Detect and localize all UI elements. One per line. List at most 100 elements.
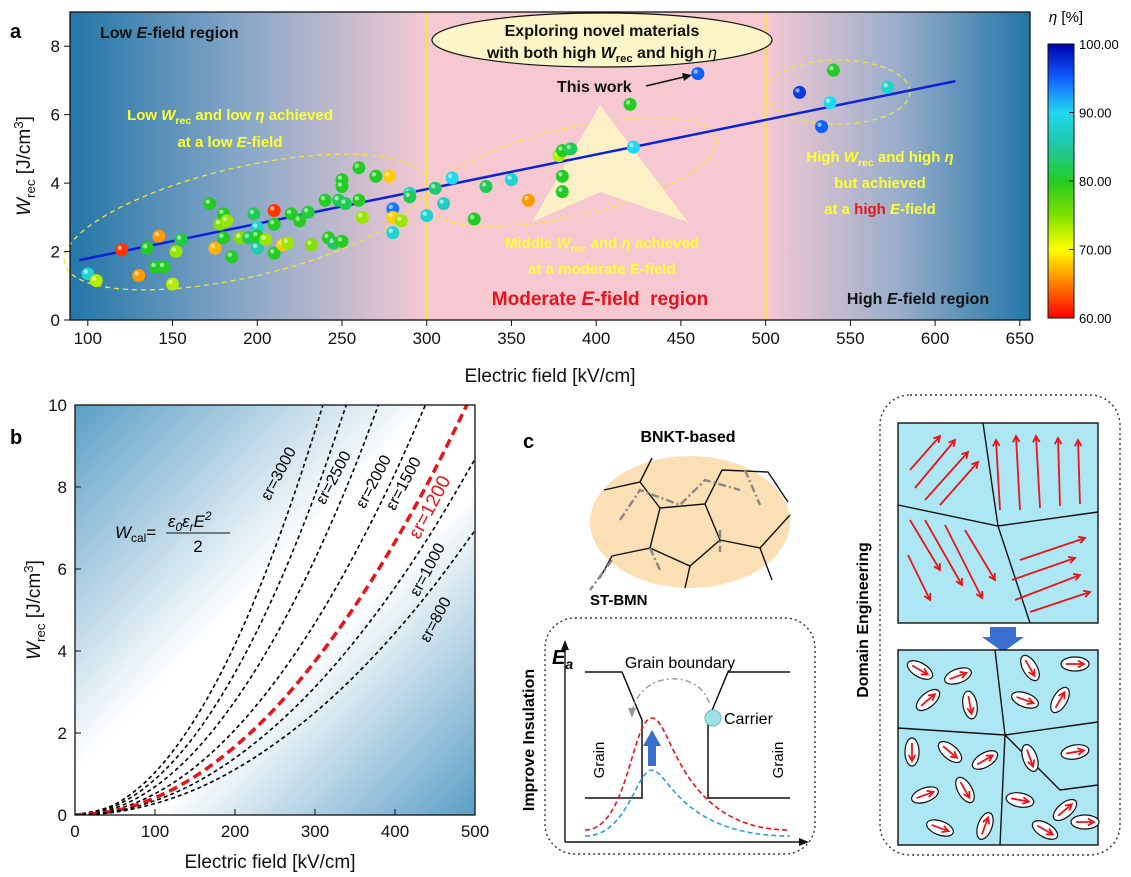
t: -field region [898,291,990,308]
y-tick-label: 0 [51,311,60,330]
highlight [206,199,210,203]
t: and low [191,107,255,124]
highlight [694,69,698,73]
data-point [556,170,569,183]
y-tick-label: 0 [58,806,67,825]
y-tick-label: 8 [51,37,60,56]
x-axis-title: Electric field [kV/cm] [464,366,635,387]
data-point [132,269,145,282]
highlight [423,211,427,215]
t: E [552,647,566,669]
data-point [356,211,369,224]
data-point [339,197,352,210]
data-point [268,204,281,217]
highlight [253,244,257,248]
t: high [854,201,890,218]
x-tick-label: 100 [141,822,169,841]
highlight [219,234,223,238]
highlight [558,146,562,150]
highlight [470,215,474,219]
data-point [352,194,365,207]
highlight [284,239,288,243]
data-point [429,182,442,195]
t: rec [175,115,191,127]
annotation: This work [557,79,632,96]
x-tick-label: 150 [158,329,186,348]
data-point [217,231,230,244]
t: η [708,45,717,62]
t: Low [127,107,161,124]
label: Grain [770,742,787,779]
data-point [166,278,179,291]
data-point [403,190,416,203]
highlight [253,232,257,236]
label: Grain [591,742,608,779]
highlight [817,122,821,126]
t: -field region [147,25,239,42]
t: -field [900,201,936,218]
data-point [793,86,806,99]
t: 3 [21,565,36,572]
x-tick-label: 250 [328,329,356,348]
x-tick-label: 500 [751,329,779,348]
carrier [705,710,721,726]
highlight [307,241,311,245]
data-point [90,274,103,287]
t: -field region [594,289,708,310]
y-tick-label: 2 [51,243,60,262]
highlight [431,184,435,188]
colorbar-tick-label: 100.00 [1079,37,1119,52]
highlight [558,172,562,176]
t: 3 [11,121,26,128]
highlight [558,187,562,191]
x-tick-label: 0 [70,822,79,841]
x-tick-label: 550 [836,329,864,348]
y-tick-label: 6 [51,106,60,125]
highlight [338,237,342,241]
highlight [826,98,830,102]
t: rec [571,243,587,255]
label: BNKT-based [640,429,735,446]
data-point [505,173,518,186]
data-point [158,260,171,273]
box [545,618,815,854]
highlight [250,210,254,214]
data-point [174,233,187,246]
highlight [134,271,138,275]
data-point [881,81,894,94]
highlight [168,280,172,284]
t: with both high [486,45,601,62]
highlight [216,220,220,224]
data-point [141,242,154,255]
t: cal [131,531,146,545]
highlight [177,235,181,239]
t: Middle [505,235,557,252]
t: at a low [177,134,236,151]
highlight [295,217,299,221]
data-point [335,235,348,248]
data-point [259,233,272,246]
data-point [446,171,459,184]
figure: Low E-field region Exploring novel mater… [0,0,1131,877]
data-point [247,207,260,220]
x-tick-label: 200 [221,822,249,841]
t: ] [14,116,35,121]
t: = [146,523,156,542]
highlight [270,249,274,253]
t: Moderate [492,289,582,310]
annotation: Low E-field region [100,25,239,42]
data-point [369,170,382,183]
t: High [806,149,844,166]
highlight [341,199,345,203]
data-point [335,180,348,193]
highlight [324,234,328,238]
data-point [624,98,637,111]
data-point [152,230,165,243]
t: and high [874,149,945,166]
y-tick-label: 10 [48,396,67,415]
highlight [92,276,96,280]
highlight [524,196,528,200]
data-point [383,170,396,183]
highlight [338,175,342,179]
highlight [329,239,333,243]
